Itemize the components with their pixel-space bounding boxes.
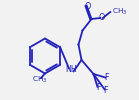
Text: F: F [104, 74, 109, 82]
Text: CH$_3$: CH$_3$ [112, 7, 128, 17]
Text: F: F [103, 86, 108, 95]
Text: CH$_3$: CH$_3$ [32, 75, 47, 85]
Text: NH: NH [65, 66, 77, 74]
Text: F: F [96, 84, 101, 92]
Text: O: O [98, 14, 105, 22]
Text: O: O [84, 2, 91, 11]
